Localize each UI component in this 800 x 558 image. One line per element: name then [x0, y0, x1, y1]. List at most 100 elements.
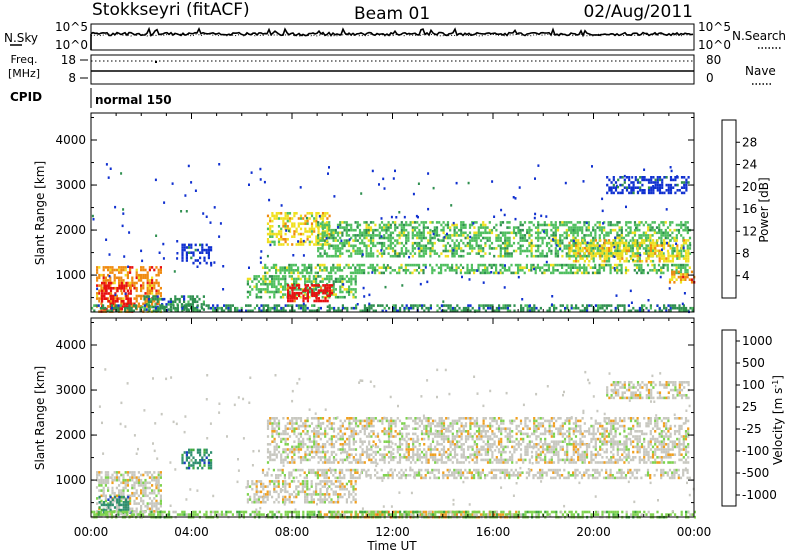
heatmap-cell — [407, 264, 409, 267]
heatmap-cell — [315, 272, 317, 275]
heatmap-cell — [630, 255, 632, 258]
heatmap-cell — [451, 239, 453, 242]
heatmap-cell — [128, 300, 130, 303]
heatmap-cell — [105, 504, 107, 507]
heatmap-cell — [537, 239, 539, 242]
heatmap-cell — [544, 221, 546, 224]
heatmap-cell — [392, 247, 394, 250]
heatmap-cell — [275, 491, 277, 494]
heatmap-cell — [671, 273, 673, 276]
heatmap-cell — [676, 247, 678, 250]
heatmap-cell — [136, 482, 138, 485]
heatmap-cell — [114, 492, 116, 495]
heatmap-cell — [355, 498, 357, 501]
heatmap-cell — [681, 247, 683, 250]
heatmap-cell — [319, 501, 321, 504]
heatmap-cell — [212, 304, 214, 307]
heatmap-cell — [377, 242, 379, 245]
heatmap-cell — [267, 288, 269, 291]
heatmap-cell — [443, 245, 445, 248]
heatmap-cell — [401, 242, 403, 245]
heatmap-cell — [253, 286, 255, 289]
heatmap-cell — [306, 272, 308, 275]
heatmap-cell — [125, 269, 127, 272]
heatmap-cell — [350, 224, 352, 227]
heatmap-cell — [453, 269, 455, 272]
heatmap-cell — [311, 304, 313, 307]
heatmap-point — [675, 243, 677, 246]
heatmap-cell — [322, 289, 324, 292]
heatmap-cell — [654, 264, 656, 267]
heatmap-cell — [387, 266, 389, 269]
heatmap-cell — [617, 252, 619, 255]
heatmap-cell — [112, 300, 114, 303]
heatmap-cell — [667, 255, 669, 258]
heatmap-cell — [150, 301, 152, 304]
heatmap-cell — [278, 233, 280, 236]
heatmap-cell — [594, 272, 596, 275]
heatmap-cell — [149, 282, 151, 285]
heatmap-point — [551, 295, 553, 298]
heatmap-cell — [101, 300, 103, 303]
heatmap-cell — [119, 284, 121, 287]
heatmap-cell — [429, 471, 431, 474]
heatmap-cell — [643, 224, 645, 227]
heatmap-cell — [326, 474, 328, 477]
heatmap-cell — [613, 186, 615, 189]
heatmap-cell — [346, 239, 348, 242]
heatmap-cell — [498, 245, 500, 248]
heatmap-cell — [122, 489, 124, 492]
heatmap-cell — [671, 264, 673, 267]
heatmap-cell — [337, 239, 339, 242]
heatmap-cell — [406, 307, 408, 310]
heatmap-cell — [671, 278, 673, 281]
heatmap-cell — [103, 495, 105, 498]
nsky-panel-frame — [91, 24, 694, 50]
heatmap-cell — [394, 226, 396, 229]
heatmap-cell — [458, 229, 460, 232]
heatmap-cell — [504, 242, 506, 245]
heatmap-cell — [491, 266, 493, 269]
heatmap-cell — [378, 477, 380, 480]
heatmap-cell — [619, 239, 621, 242]
heatmap-cell — [287, 238, 289, 241]
heatmap-cell — [197, 467, 199, 470]
heatmap-point — [380, 249, 382, 252]
heatmap-cell — [142, 277, 144, 280]
heatmap-cell — [269, 230, 271, 233]
heatmap-cell — [407, 269, 409, 272]
heatmap-cell — [295, 469, 297, 472]
heatmap-cell — [199, 257, 201, 260]
heatmap-cell — [650, 189, 652, 192]
heatmap-cell — [247, 493, 249, 496]
heatmap-cell — [632, 237, 634, 240]
heatmap-cell — [495, 247, 497, 250]
heatmap-cell — [297, 278, 299, 281]
heatmap-cell — [192, 449, 194, 452]
heatmap-cell — [619, 252, 621, 255]
heatmap-cell — [654, 252, 656, 255]
heatmap-point — [382, 178, 384, 181]
heatmap-cell — [105, 497, 107, 500]
heatmap-point — [587, 242, 589, 245]
heatmap-cell — [136, 282, 138, 285]
heatmap-cell — [436, 229, 438, 232]
heatmap-cell — [333, 234, 335, 237]
heatmap-point — [565, 182, 567, 185]
heatmap-cell — [210, 451, 212, 454]
heatmap-cell — [197, 449, 199, 452]
heatmap-cell — [190, 246, 192, 249]
heatmap-cell — [513, 471, 515, 474]
station-title: Stokkseyri (fitACF) — [92, 0, 250, 20]
heatmap-cell — [136, 489, 138, 492]
heatmap-cell — [120, 266, 122, 269]
heatmap-cell — [423, 229, 425, 232]
heatmap-cell — [418, 471, 420, 474]
heatmap-cell — [110, 295, 112, 298]
heatmap-point — [427, 172, 429, 175]
heatmap-cell — [377, 234, 379, 237]
heatmap-cell — [284, 293, 286, 296]
heatmap-cell — [107, 487, 109, 490]
heatmap-cell — [122, 479, 124, 482]
heatmap-cell — [144, 277, 146, 280]
